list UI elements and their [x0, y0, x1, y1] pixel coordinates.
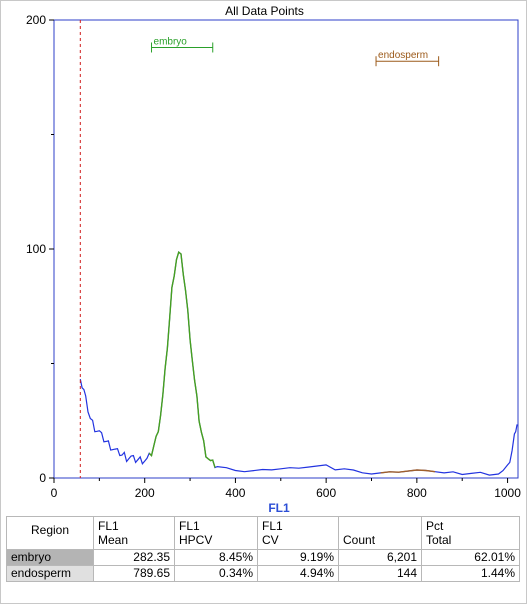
- header-fl1-mean: FL1 Mean: [93, 516, 175, 550]
- header-region: Region: [6, 516, 94, 550]
- y-tick-label: 100: [26, 242, 46, 256]
- region-label: embryo: [154, 36, 188, 47]
- region-markers[interactable]: embryo endosperm: [151, 36, 440, 67]
- header-fl1-hpcv: FL1 HPCV: [174, 516, 258, 550]
- region-name: endosperm: [6, 565, 94, 582]
- table-header-row: Region FL1 Mean FL1 HPCV FL1 CV Count Pct To…: [6, 516, 520, 550]
- table-row[interactable]: endosperm 789.65 0.34% 4.94% 144 1.44%: [6, 565, 520, 582]
- region-marker-embryo[interactable]: embryo: [151, 36, 214, 53]
- region-name: embryo: [6, 549, 94, 566]
- axis-ticks: 0 200 400 600 800 1000 0 100 200: [26, 13, 521, 500]
- embryo-peak-line: [148, 251, 216, 468]
- region-label: endosperm: [378, 50, 428, 61]
- header-fl1-cv: FL1 CV: [257, 516, 339, 550]
- pct-total-value: 62.01%: [421, 549, 520, 566]
- x-tick-label: 0: [51, 486, 58, 500]
- region-marker-endosperm[interactable]: endosperm: [375, 50, 440, 67]
- x-tick-label: 800: [407, 486, 427, 500]
- fl1-hpcv-value: 8.45%: [174, 549, 258, 566]
- region-stats-table: Region FL1 Mean FL1 HPCV FL1 CV Count Pct To…: [6, 516, 520, 582]
- fl1-cv-value: 9.19%: [257, 549, 339, 566]
- count-value: 6,201: [338, 549, 422, 566]
- header-pct-total: Pct Total: [421, 516, 520, 550]
- pct-total-value: 1.44%: [421, 565, 520, 582]
- fl1-cv-value: 4.94%: [257, 565, 339, 582]
- header-count: Count: [338, 516, 422, 550]
- x-tick-label: 200: [135, 486, 155, 500]
- fl1-hpcv-value: 0.34%: [174, 565, 258, 582]
- chart-title: All Data Points: [225, 4, 304, 18]
- x-tick-label: 600: [316, 486, 336, 500]
- x-tick-label: 1000: [494, 486, 521, 500]
- plot-area: [53, 19, 519, 479]
- endosperm-peak-line: [380, 469, 436, 474]
- histogram-plot[interactable]: 0 200 400 600 800 1000 0 100 200 embryo endosperm…: [0, 0, 527, 515]
- histogram-curve: [79, 20, 518, 478]
- count-value: 144: [338, 565, 422, 582]
- table-row[interactable]: embryo 282.35 8.45% 9.19% 6,201 62.01%: [6, 549, 520, 566]
- y-tick-label: 0: [39, 471, 46, 485]
- x-axis-label: FL1: [268, 501, 290, 515]
- fl1-mean-value: 282.35: [93, 549, 175, 566]
- plot-frame: [53, 19, 519, 479]
- y-tick-label: 200: [26, 13, 46, 27]
- x-tick-label: 400: [225, 486, 245, 500]
- fl1-mean-value: 789.65: [93, 565, 175, 582]
